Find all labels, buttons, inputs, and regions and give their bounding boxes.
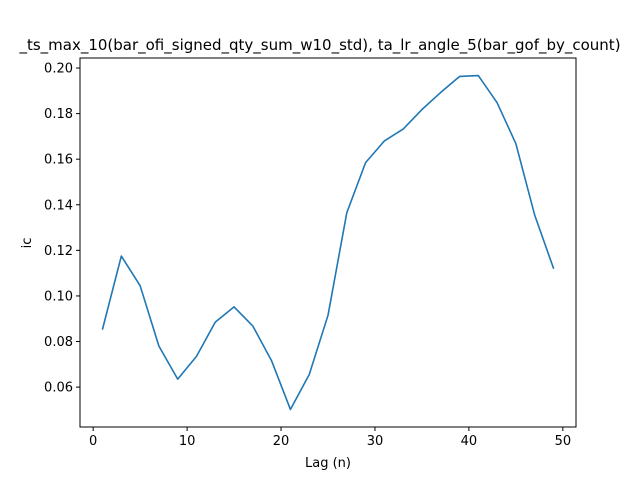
plot-frame (79, 57, 577, 428)
chart-title: _ts_max_10(bar_ofi_signed_qty_sum_w10_st… (18, 36, 620, 55)
x-tick-label: 20 (273, 434, 290, 449)
y-tick-label: 0.16 (44, 153, 73, 168)
x-tick-label: 10 (179, 434, 196, 449)
x-tick-label: 0 (89, 434, 97, 449)
y-axis-label: ic (20, 238, 35, 249)
y-tick-label: 0.10 (44, 289, 73, 304)
x-axis-label: Lag (n) (305, 456, 351, 471)
y-tick-label: 0.12 (44, 244, 73, 259)
y-tick-label: 0.08 (44, 335, 73, 350)
y-tick-label: 0.18 (44, 107, 73, 122)
x-tick-label: 50 (555, 434, 572, 449)
y-tick-label: 0.14 (44, 198, 73, 213)
x-tick-label: 30 (367, 434, 384, 449)
x-tick-label: 40 (461, 434, 478, 449)
y-tick-label: 0.06 (44, 381, 73, 396)
y-tick-label: 0.20 (44, 62, 73, 77)
